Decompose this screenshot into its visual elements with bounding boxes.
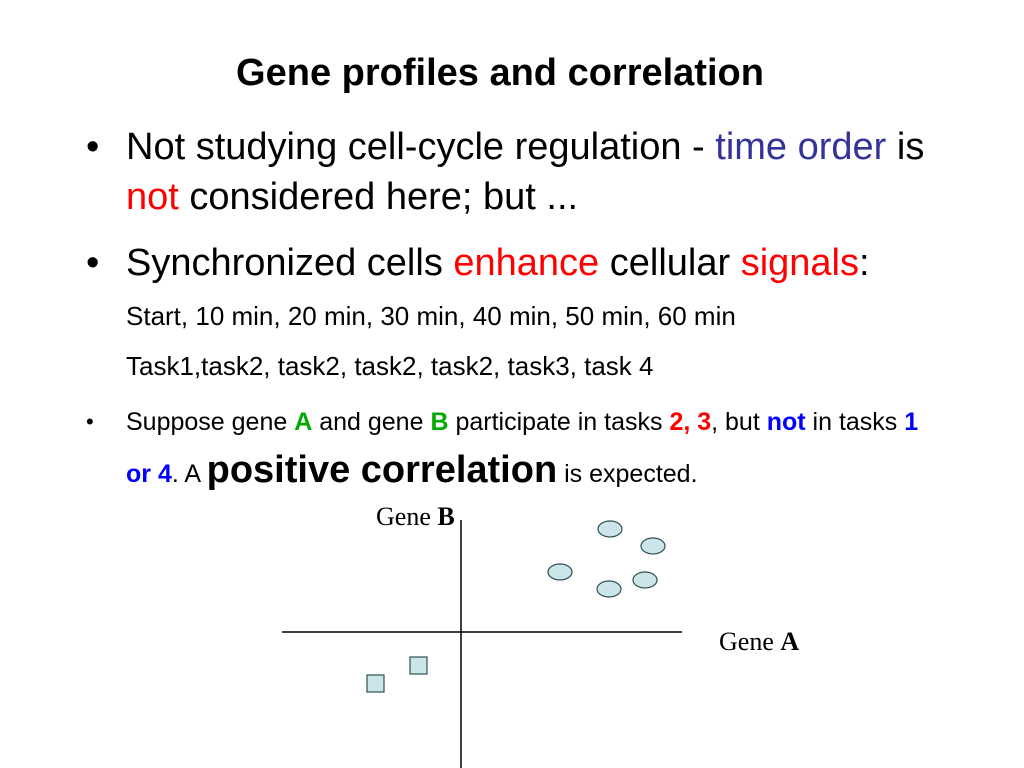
bullet-text: cellular: [599, 242, 741, 284]
bullet-item-1: • Not studying cell-cycle regulation - t…: [80, 122, 940, 222]
bullet-dot: •: [86, 409, 94, 434]
bullet-text: considered here; but ...: [178, 176, 579, 218]
bullet-text: , but: [711, 408, 767, 436]
highlight-tasks-2-3: 2, 3: [669, 408, 712, 436]
highlight-time-order: time order: [715, 126, 887, 168]
highlight-gene-a: A: [294, 408, 313, 436]
highlight-positive-correlation: positive correlation: [206, 449, 558, 491]
bullet-text: :: [859, 242, 870, 284]
highlight-signals: signals: [740, 242, 859, 284]
bullet-item-2: • Synchronized cells enhance cellular si…: [80, 238, 940, 388]
bullet-text: . A: [171, 460, 207, 488]
negative-sample-marker: [366, 674, 385, 693]
bullet-dot: •: [86, 126, 100, 168]
bullet-list: • Not studying cell-cycle regulation - t…: [80, 122, 940, 498]
positive-sample-marker: [632, 571, 658, 589]
positive-sample-marker: [547, 563, 573, 581]
bullet-text: participate in tasks: [448, 408, 670, 436]
positive-sample-marker: [640, 537, 666, 555]
highlight-not: not: [766, 408, 806, 436]
bullet-dot: •: [86, 242, 100, 284]
time-points-text: Start, 10 min, 20 min, 30 min, 40 min, 5…: [126, 301, 736, 331]
highlight-gene-b: B: [430, 408, 449, 436]
highlight-enhance: enhance: [453, 242, 600, 284]
negative-sample-marker: [409, 656, 428, 675]
bullet-item-3: • Suppose gene A and gene B participate …: [80, 398, 940, 498]
tasks-text: Task1,task2, task2, task2, task2, task3,…: [126, 351, 654, 381]
positive-sample-marker: [596, 580, 622, 598]
bullet-text: Suppose gene: [126, 408, 295, 436]
bullet-text: is: [886, 126, 925, 168]
highlight-not: not: [126, 176, 179, 218]
positive-sample-marker: [597, 520, 623, 538]
bullet-text: in tasks: [805, 408, 905, 436]
gene-a-axis-label: Gene A: [719, 627, 799, 656]
bullet-text: Not studying cell-cycle regulation -: [126, 126, 716, 168]
bullet-text: and gene: [312, 408, 431, 436]
bullet-text: is expected.: [557, 460, 698, 488]
slide-title: Gene profiles and correlation: [236, 52, 764, 94]
highlight-tasks-1-4: 1 or 4: [126, 408, 919, 488]
gene-b-axis-label: Gene B: [376, 502, 455, 531]
bullet-text: Synchronized cells: [126, 242, 454, 284]
